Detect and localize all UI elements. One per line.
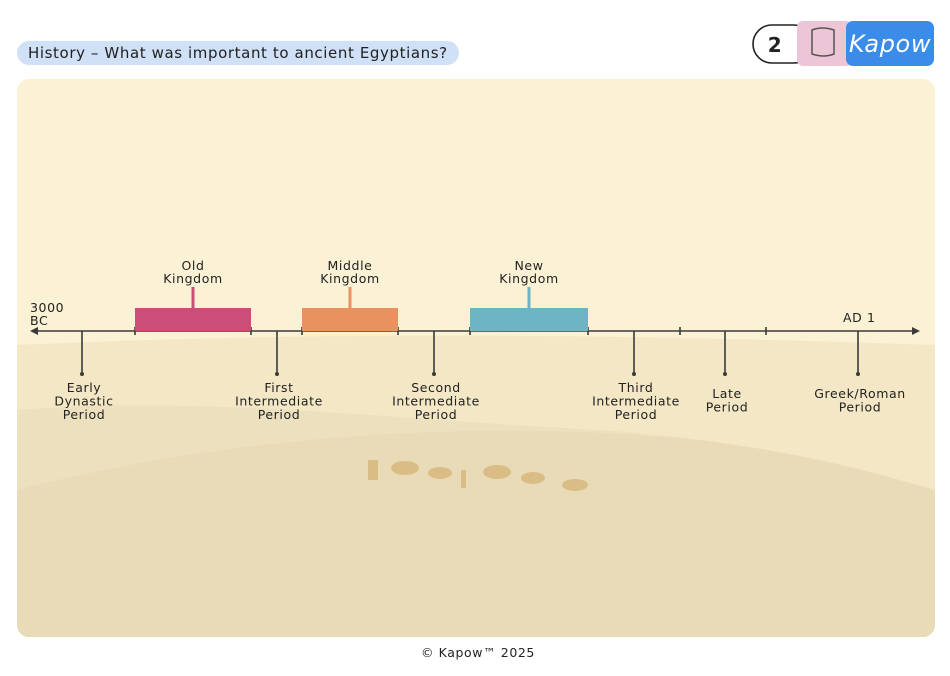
logo-bg xyxy=(846,21,934,66)
period-label: Third xyxy=(618,380,654,395)
period-dot xyxy=(80,372,84,376)
period-dot xyxy=(432,372,436,376)
period-label: Period xyxy=(415,407,458,422)
kingdom-stalk xyxy=(348,287,352,308)
period-label: Late xyxy=(712,386,742,401)
kingdom-stalk xyxy=(527,287,531,308)
title-pill xyxy=(17,41,459,65)
kingdom-label: Old xyxy=(181,258,204,273)
period-label: Period xyxy=(839,400,882,415)
period-dot xyxy=(723,372,727,376)
scroll-icon xyxy=(811,27,835,57)
period-label: Dynastic xyxy=(54,394,113,409)
kingdom-label: Middle xyxy=(328,258,373,273)
period-dot xyxy=(856,372,860,376)
slide-title: History – What was important to ancient … xyxy=(28,44,448,62)
period-label: Intermediate xyxy=(392,394,480,409)
kingdom-label: Kingdom xyxy=(163,271,223,286)
period-dot xyxy=(275,372,279,376)
period-label: Second xyxy=(411,380,461,395)
period-label: Greek/Roman xyxy=(814,386,906,401)
kingdom-label: Kingdom xyxy=(320,271,380,286)
period-dot xyxy=(632,372,636,376)
kingdom-stalk xyxy=(191,287,195,308)
period-label: Period xyxy=(706,400,749,415)
start-label: BC xyxy=(30,313,48,328)
background xyxy=(17,79,935,637)
logo-icon-bg xyxy=(797,21,852,66)
logo: Kapow xyxy=(849,30,931,58)
end-label: AD 1 xyxy=(843,310,876,325)
period-label: Intermediate xyxy=(235,394,323,409)
kingdom-bar xyxy=(302,308,398,331)
start-label: 3000 xyxy=(30,300,64,315)
period-label: Early xyxy=(67,380,102,395)
period-label: Period xyxy=(63,407,106,422)
kingdom-bar xyxy=(470,308,588,331)
period-label: Period xyxy=(615,407,658,422)
periods: EarlyDynasticPeriodFirstIntermediatePeri… xyxy=(54,331,905,422)
period-label: Period xyxy=(258,407,301,422)
kingdom-label: Kingdom xyxy=(499,271,559,286)
footer: © Kapow™ 2025 xyxy=(421,645,535,660)
kingdom-label: New xyxy=(514,258,543,273)
kingdom-bar xyxy=(135,308,251,331)
period-label: First xyxy=(264,380,293,395)
camels xyxy=(368,460,588,491)
period-label: Intermediate xyxy=(592,394,680,409)
lesson-number: 2 xyxy=(768,33,783,57)
